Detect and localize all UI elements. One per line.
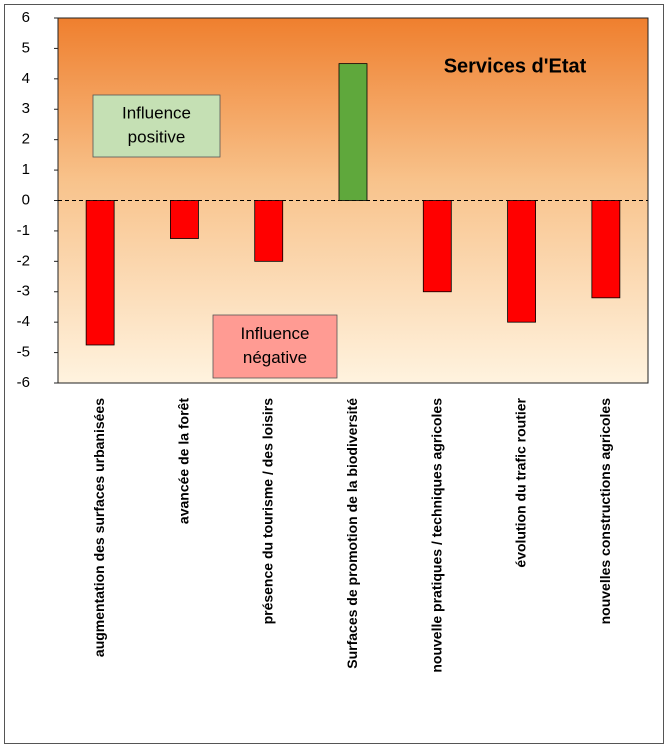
y-tick-label: -1 bbox=[17, 222, 30, 239]
annotation-text: négative bbox=[243, 348, 307, 367]
x-tick-label: nouvelles constructions agricoles bbox=[597, 398, 613, 625]
bar bbox=[338, 63, 368, 201]
y-tick-label: 1 bbox=[22, 161, 30, 178]
y-tick-label: 6 bbox=[22, 9, 30, 26]
bar bbox=[422, 200, 452, 293]
y-tick-label: -3 bbox=[17, 283, 30, 300]
x-tick-label-line: augmentation des surfaces urbanisées bbox=[91, 398, 107, 657]
x-tick-label-line: nouvelle pratiques / techniques agricole… bbox=[428, 398, 444, 673]
bar bbox=[85, 200, 115, 346]
bar bbox=[507, 200, 536, 323]
y-tick-label: 0 bbox=[22, 191, 30, 208]
x-tick-label: nouvelle pratiques / techniques agricole… bbox=[428, 398, 444, 673]
x-tick-label-line: nouvelles constructions agricoles bbox=[597, 398, 613, 625]
annotation-box bbox=[92, 94, 221, 158]
y-tick-label: -2 bbox=[17, 252, 30, 269]
y-tick-label: 5 bbox=[22, 39, 30, 56]
bar bbox=[254, 200, 284, 262]
y-tick-label: 3 bbox=[22, 100, 30, 117]
y-tick-label: -5 bbox=[17, 344, 30, 361]
annotation-text: positive bbox=[128, 127, 186, 146]
y-tick-label: 4 bbox=[22, 70, 30, 87]
y-tick-label: -6 bbox=[17, 374, 30, 391]
x-tick-label-line: Surfaces de promotion de la biodiversité bbox=[344, 398, 360, 669]
x-tick-label-line: avancée de la forêt bbox=[175, 398, 191, 524]
annotation-box bbox=[212, 314, 338, 379]
x-tick-label: avancée de la forêt bbox=[175, 398, 191, 524]
y-tick-label: -4 bbox=[17, 313, 30, 330]
x-tick-label-line: évolution du trafic routier bbox=[512, 397, 528, 567]
chart-title: Services d'Etat bbox=[444, 55, 587, 77]
x-tick-label-line: présence du tourisme / des loisirs bbox=[259, 398, 275, 625]
bar bbox=[591, 200, 621, 299]
x-tick-label: présence du tourisme / des loisirs bbox=[259, 398, 275, 625]
x-tick-label: Surfaces de promotion de la biodiversité bbox=[344, 398, 360, 669]
annotation-text: Influence bbox=[122, 103, 191, 122]
x-tick-label: évolution du trafic routier bbox=[512, 397, 528, 567]
bar bbox=[170, 200, 199, 239]
y-tick-label: 2 bbox=[22, 131, 30, 148]
x-tick-label: augmentation des surfaces urbanisées bbox=[91, 398, 107, 657]
annotation-text: Influence bbox=[241, 324, 310, 343]
